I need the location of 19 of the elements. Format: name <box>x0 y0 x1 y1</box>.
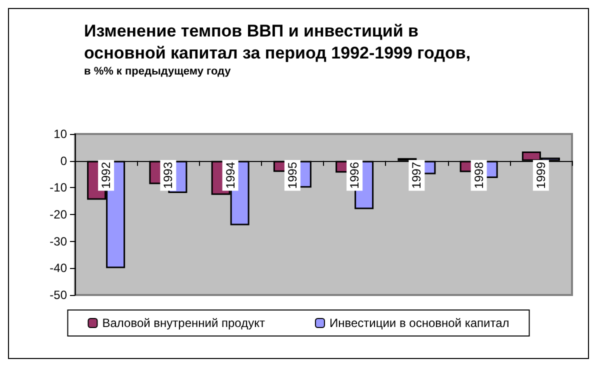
x-tick-label: 1999 <box>534 162 548 189</box>
y-tick-label: -20 <box>50 208 68 222</box>
y-tick-label: 10 <box>54 127 68 141</box>
x-tick-label: 1993 <box>161 162 176 189</box>
y-tick-label: 0 <box>60 154 68 168</box>
x-tick-label: 1992 <box>99 162 114 189</box>
x-tick-label: 1996 <box>348 162 362 189</box>
y-tick-label: -10 <box>50 180 68 195</box>
y-tick-label: -40 <box>50 261 68 276</box>
chart-title: Изменение темпов ВВП и инвестиций в основной капитал за период 1992-1999 годов, <box>84 22 471 62</box>
x-tick-label: 1994 <box>223 162 238 189</box>
y-tick-label: -30 <box>50 234 68 248</box>
chart-subtitle: в %% к предыдущему году <box>84 66 232 78</box>
legend-label: Валовой внутренний продукт <box>102 316 266 330</box>
x-tick-label: 1995 <box>285 162 300 189</box>
legend-label: Инвестиции в основной капитал <box>329 316 510 330</box>
x-tick-label: 1998 <box>472 162 486 189</box>
y-tick-label: -50 <box>50 288 68 302</box>
x-tick-label: 1997 <box>410 162 424 189</box>
